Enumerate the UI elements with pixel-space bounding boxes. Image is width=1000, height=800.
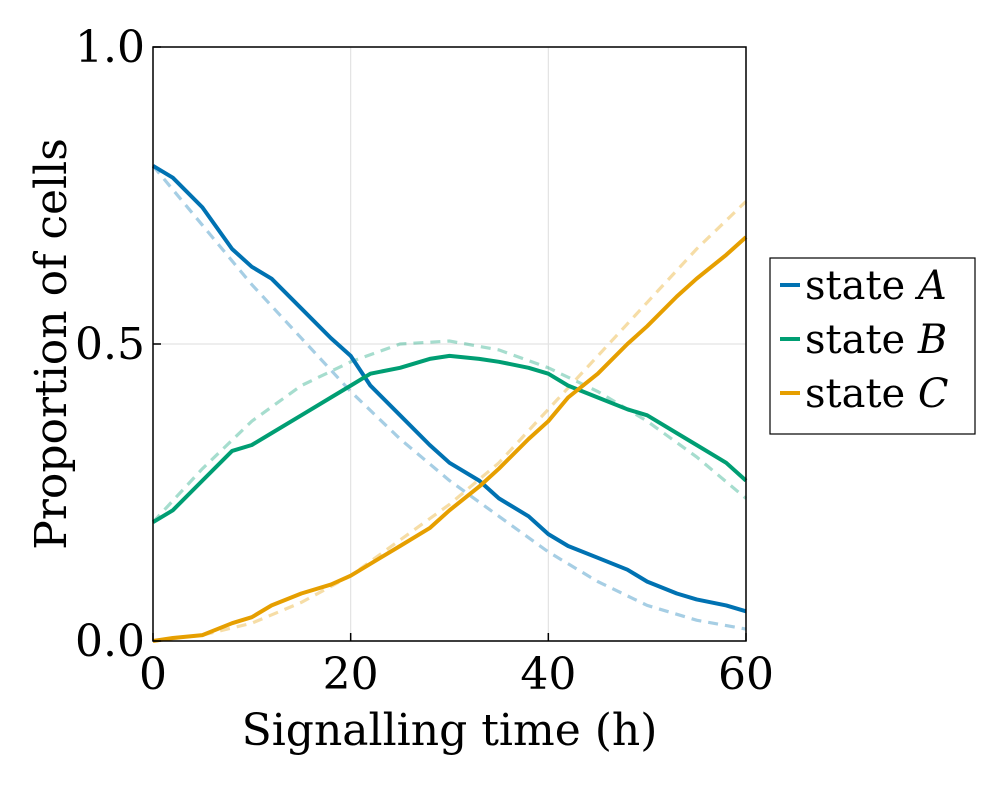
legend-label-state-c: state C xyxy=(805,371,949,417)
x-axis-label: Signalling time (h) xyxy=(242,705,658,756)
legend-label-state-a: state A xyxy=(805,263,947,309)
y-tick-label: 0.0 xyxy=(75,616,145,667)
x-tick-label: 0 xyxy=(139,649,167,700)
simulated-line-state-b xyxy=(151,353,748,524)
model-line-state-a xyxy=(151,164,747,631)
x-tick-label: 60 xyxy=(718,649,774,700)
y-tick-label: 0.5 xyxy=(75,319,145,370)
y-axis-label: Proportion of cells xyxy=(26,138,77,550)
legend-label-state-b: state B xyxy=(805,317,947,363)
y-tick-label: 1.0 xyxy=(75,22,145,73)
simulated-line-state-a xyxy=(151,164,747,614)
legend-box xyxy=(769,257,976,435)
x-tick-label: 20 xyxy=(323,649,379,700)
grid xyxy=(152,46,747,642)
x-tick-label: 40 xyxy=(520,649,576,700)
axis-ticks xyxy=(152,46,747,642)
tick-labels: 0 20 40 60 0.0 0.5 1.0 xyxy=(75,22,774,700)
simulated-lines xyxy=(151,164,748,643)
simulated-line-state-c xyxy=(152,235,748,643)
model-line-state-c xyxy=(152,200,748,643)
model-lines xyxy=(151,164,748,643)
model-line-state-b xyxy=(151,339,748,524)
legend: state A state B state C xyxy=(769,257,976,435)
